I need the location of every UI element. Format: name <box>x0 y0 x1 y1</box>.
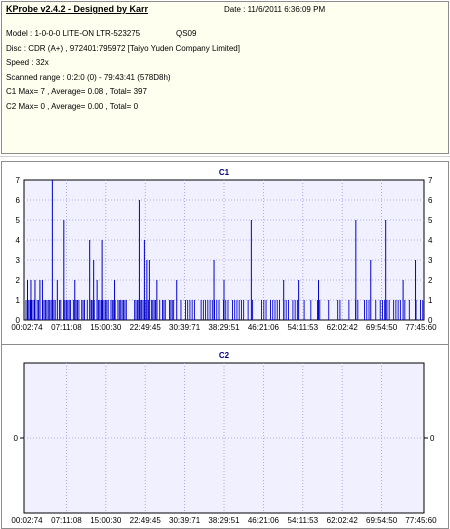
c1-summary-line: C1 Max= 7 , Average= 0.08 , Total= 397 <box>6 87 147 96</box>
disc-info-panel: KProbe v2.4.2 - Designed by Karr Date : … <box>1 1 449 154</box>
c1-chart-panel: C1 00:02:74 07:11:08 15:00:30 22:49:45 30:39:… <box>1 161 449 345</box>
x-tick-label: 22:49:45 <box>130 323 162 332</box>
x-tick-label: 22:49:45 <box>130 516 162 525</box>
y-tick-label-right: 0 <box>428 316 433 325</box>
c2-summary-line: C2 Max= 0 , Average= 0.00 , Total= 0 <box>6 102 139 111</box>
x-tick-label: 00:02:74 <box>11 323 43 332</box>
y-tick-label-left: 5 <box>16 216 21 225</box>
y-tick-label-left: 1 <box>16 296 21 305</box>
panel-separator <box>0 156 450 157</box>
x-tick-label: 07:11:08 <box>51 516 82 525</box>
x-tick-label: 07:11:08 <box>51 323 82 332</box>
x-tick-label: 30:39:71 <box>169 516 201 525</box>
x-tick-label: 77:45:60 <box>405 323 437 332</box>
c1-chart: C1 00:02:74 07:11:08 15:00:30 22:49:45 30:39:… <box>11 168 437 332</box>
y-tick-label-right: 5 <box>428 216 433 225</box>
chart-title: C1 <box>219 168 230 177</box>
y-tick-label-left: 3 <box>16 256 21 265</box>
y-tick-label-left: 4 <box>16 236 21 245</box>
x-tick-label: 62:02:42 <box>327 323 359 332</box>
x-tick-label: 54:11:53 <box>288 323 319 332</box>
bars <box>25 180 424 320</box>
y-tick-label-left: 0 <box>16 316 21 325</box>
y-tick-label-right: 4 <box>428 236 433 245</box>
x-tick-label: 00:02:74 <box>11 516 43 525</box>
x-tick-label: 54:11:53 <box>288 516 319 525</box>
x-tick-label: 77:45:60 <box>405 516 437 525</box>
y-tick-label-left: 2 <box>16 276 21 285</box>
x-tick-label: 46:21:06 <box>248 323 280 332</box>
chart-title: C2 <box>219 351 230 360</box>
x-tick-label: 38:29:51 <box>208 516 240 525</box>
x-tick-label: 30:39:71 <box>169 323 201 332</box>
x-tick-label: 46:21:06 <box>248 516 280 525</box>
y-tick-label-right: 7 <box>428 176 433 185</box>
x-tick-label: 69:54:50 <box>366 516 398 525</box>
disc-line: Disc : CDR (A+) , 972401:795972 [Taiyo Y… <box>6 44 240 53</box>
x-tick-label: 69:54:50 <box>366 323 398 332</box>
y-tick-label-right: 2 <box>428 276 433 285</box>
y-tick-label-left: 7 <box>16 176 21 185</box>
app-title: KProbe v2.4.2 - Designed by Karr <box>6 4 149 14</box>
scan-date: Date : 11/6/2011 6:36:09 PM <box>224 5 326 14</box>
c2-chart-panel: C2 00:02:74 07:11:08 15:00:30 22:49:45 30:39:… <box>1 344 449 529</box>
speed-line: Speed : 32x <box>6 58 49 67</box>
x-tick-label: 38:29:51 <box>208 323 240 332</box>
y-tick-label-left: 0 <box>14 434 19 443</box>
y-tick-label-right: 0 <box>430 434 435 443</box>
x-tick-label: 15:00:30 <box>90 516 122 525</box>
x-tick-label: 62:02:42 <box>327 516 359 525</box>
y-tick-label-left: 6 <box>16 196 21 205</box>
x-tick-label: 15:00:30 <box>90 323 122 332</box>
y-tick-label-right: 3 <box>428 256 433 265</box>
model-code: QS09 <box>176 29 197 38</box>
y-tick-label-right: 1 <box>428 296 433 305</box>
model-line: Model : 1-0-0-0 LITE-ON LTR-523275 <box>6 29 141 38</box>
y-tick-label-right: 6 <box>428 196 433 205</box>
scanned-range-line: Scanned range : 0:2:0 (0) - 79:43:41 (57… <box>6 73 171 82</box>
c2-chart: C2 00:02:74 07:11:08 15:00:30 22:49:45 30:39:… <box>11 351 437 525</box>
